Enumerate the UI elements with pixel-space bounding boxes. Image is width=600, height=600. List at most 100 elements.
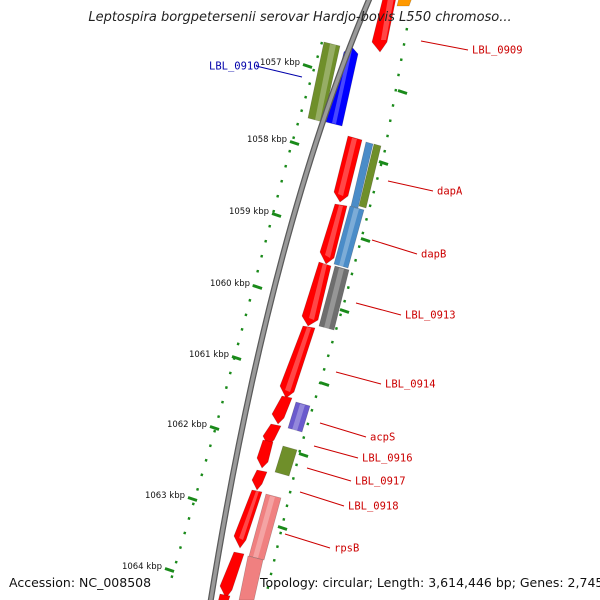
minor-tick-outer <box>372 190 376 194</box>
minor-tick-inner <box>260 254 264 258</box>
gene-label: LBL_0913 <box>405 310 456 322</box>
minor-tick-inner <box>288 149 292 153</box>
minor-tick-inner <box>276 194 280 198</box>
gene-pink-lower <box>238 555 264 600</box>
minor-tick-outer <box>330 340 334 344</box>
gene-lbl0917 <box>274 445 298 477</box>
minor-tick-outer <box>306 422 310 426</box>
minor-tick-inner <box>178 546 182 550</box>
minor-tick-inner <box>244 313 248 317</box>
minor-tick-outer <box>322 367 326 371</box>
minor-tick-inner <box>228 371 232 375</box>
gene-red-7 <box>256 439 274 469</box>
major-tick-outer <box>360 237 371 243</box>
gene-red-2 <box>319 203 348 265</box>
gene-red-9-highlight <box>239 491 259 540</box>
major-tick <box>187 496 198 502</box>
leader-line <box>420 40 469 51</box>
gene-lbl0909-highlight <box>381 0 394 40</box>
gene-red-8 <box>251 469 268 491</box>
minor-tick-outer <box>266 586 270 590</box>
minor-tick-outer <box>343 299 347 303</box>
tick-label: 1064 kbp <box>122 562 162 572</box>
gene-red-2-highlight <box>325 205 343 258</box>
minor-tick-outer <box>282 517 286 521</box>
gene-dapA-olive <box>358 143 382 209</box>
minor-tick-inner <box>213 429 217 433</box>
minor-tick-outer <box>288 490 292 494</box>
gene-label: rpsB <box>334 543 359 555</box>
major-tick <box>302 63 313 69</box>
minor-tick-inner <box>170 575 174 579</box>
gene-orange-partial <box>396 0 412 7</box>
gene-features <box>218 0 412 600</box>
leader-line <box>335 371 382 385</box>
gene-label: acpS <box>370 432 395 444</box>
major-tick <box>209 425 220 431</box>
minor-tick-outer <box>354 258 358 262</box>
minor-tick-inner <box>174 560 178 564</box>
minor-tick-outer <box>339 313 343 317</box>
major-tick <box>289 140 300 146</box>
major-tick-outer <box>277 525 288 531</box>
minor-tick-inner <box>280 179 284 183</box>
minor-tick-outer <box>302 436 306 440</box>
gene-label: LBL_0910 <box>209 61 260 73</box>
minor-tick-inner <box>316 55 320 59</box>
minor-tick-inner <box>217 415 221 419</box>
gene-dapB-highlight <box>339 208 359 267</box>
minor-tick-inner <box>196 487 200 491</box>
minor-tick-outer <box>379 163 383 167</box>
gene-lbl0913 <box>318 265 350 331</box>
leader-line <box>319 422 367 438</box>
gene-labels: LBL_0909 LBL_0910 dapA dapB LBL_0913 LBL_0914… <box>209 40 523 555</box>
genome-summary-text: Topology: circular; Length: 3,614,446 bp… <box>260 575 600 590</box>
gene-label: dapB <box>421 249 446 261</box>
tick-label: 1063 kbp <box>145 491 185 501</box>
major-tick <box>252 284 263 290</box>
minor-tick-inner <box>284 164 288 168</box>
minor-tick-inner <box>224 386 228 390</box>
minor-tick-outer <box>350 272 354 276</box>
minor-tick-inner <box>200 473 204 477</box>
minor-tick-inner <box>248 298 252 302</box>
gene-acpS-highlight <box>292 404 305 431</box>
map-title: Leptospira borgpetersenii serovar Hardjo… <box>88 10 512 25</box>
gene-lbl0909 <box>371 0 396 53</box>
leader-line <box>306 467 352 482</box>
minor-tick-outer <box>361 231 365 235</box>
minor-tick-inner <box>268 224 272 228</box>
gene-label: LBL_0916 <box>362 453 413 465</box>
gene-red-3 <box>301 261 332 327</box>
minor-tick-outer <box>285 504 289 508</box>
gene-red-9 <box>233 489 263 549</box>
major-tick-outer <box>339 308 350 314</box>
leader-line <box>355 302 402 316</box>
minor-tick-outer <box>357 245 361 249</box>
gene-red-3-highlight <box>309 263 327 320</box>
gene-label: LBL_0917 <box>355 476 406 488</box>
minor-tick-outer <box>326 354 330 358</box>
minor-tick-inner <box>296 122 300 126</box>
major-tick <box>231 355 242 361</box>
tick-label: 1061 kbp <box>189 350 229 360</box>
minor-tick-outer <box>375 176 379 180</box>
minor-tick-inner <box>240 327 244 331</box>
minor-tick-inner <box>191 502 195 506</box>
minor-tick-inner <box>300 109 304 113</box>
gene-red-1-highlight <box>338 138 357 196</box>
scale-ticks: 1057 kbp 1058 kbp 1059 kbp 1060 kbp 1061 kbp… <box>122 27 409 590</box>
gene-lbl0913-highlight <box>324 268 344 329</box>
major-tick <box>164 567 175 573</box>
gene-lbl0910-highlight <box>332 50 352 124</box>
gene-red-4 <box>279 325 316 399</box>
leader-line <box>371 239 418 255</box>
minor-tick-outer <box>272 558 276 562</box>
minor-tick-inner <box>204 458 208 462</box>
major-tick-outer <box>298 452 309 458</box>
gene-olive-0910-highlight <box>315 44 336 121</box>
minor-tick-inner <box>312 68 316 72</box>
minor-tick-outer <box>295 463 298 467</box>
leader-line <box>284 533 331 549</box>
minor-tick-inner <box>236 342 240 346</box>
